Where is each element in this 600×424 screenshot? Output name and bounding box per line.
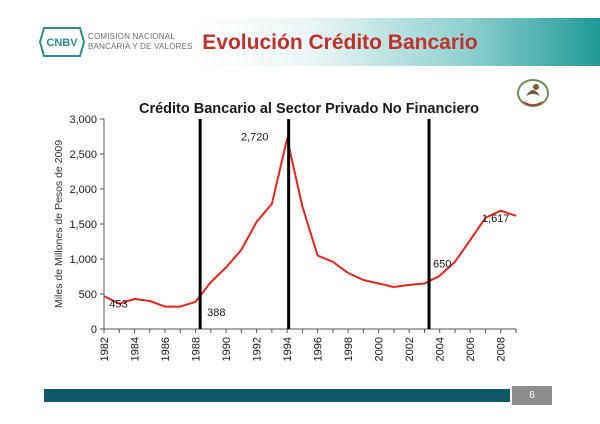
x-tick-label: 1992 [252, 337, 264, 361]
vertical-lines [198, 119, 431, 329]
x-ticks: 1982 1984 1986 1988 1990 1992 1994 1996 1998 2000… [99, 329, 517, 361]
y-ticks: 0 500 1,000 1,500 2,000 2,500 3,000 [69, 114, 104, 336]
x-tick-label: 2000 [374, 337, 386, 361]
y-axis-label: Miles de Millones de Pesos de 2009 [53, 140, 65, 308]
mexico-coat-of-arms-icon [517, 79, 549, 107]
x-tick-label: 1988 [191, 337, 203, 361]
x-tick-label: 1990 [221, 337, 233, 361]
y-tick-label: 3,000 [69, 114, 97, 126]
header-band [0, 18, 600, 66]
chart-axes [103, 119, 516, 330]
data-label: 388 [207, 307, 225, 319]
footer-band [44, 389, 510, 402]
cnbv-logo-icon: CNBV [38, 27, 86, 57]
logo-text: COMISION NACIONAL BANCARIA Y DE VALORES [88, 32, 193, 52]
logo-line1: COMISION NACIONAL [88, 32, 175, 41]
x-tick-label: 2006 [465, 337, 477, 361]
x-tick-label: 1986 [160, 337, 172, 361]
y-tick-label: 1,500 [69, 219, 97, 231]
x-tick-label: 2004 [435, 337, 447, 361]
series-layer [103, 137, 517, 308]
page-number: 6 [512, 386, 552, 405]
data-labels: 453 388 2,720 650 1,617 [109, 132, 509, 319]
y-tick-label: 1,000 [69, 254, 97, 266]
x-tick-label: 1984 [130, 337, 142, 361]
chart-title: Crédito Bancario al Sector Privado No Fi… [139, 101, 479, 117]
logo-line2: BANCARIA Y DE VALORES [88, 42, 193, 51]
data-label: 2,720 [241, 132, 269, 144]
data-label: 453 [109, 298, 127, 310]
y-tick-label: 500 [79, 289, 97, 301]
x-tick-label: 1982 [99, 337, 111, 361]
data-label: 650 [433, 259, 451, 271]
x-tick-label: 1996 [313, 337, 325, 361]
logo-initials: CNBV [46, 37, 78, 49]
series-line [103, 137, 517, 308]
slide-title: Evolución Crédito Bancario [202, 31, 478, 54]
x-tick-label: 2008 [496, 337, 508, 361]
y-tick-label: 2,000 [69, 184, 97, 196]
cnbv-logo: CNBV COMISION NACIONAL BANCARIA Y DE VAL… [38, 26, 208, 60]
data-label: 1,617 [482, 213, 510, 225]
y-tick-label: 2,500 [69, 149, 97, 161]
y-tick-label: 0 [91, 324, 97, 336]
x-tick-label: 1998 [343, 337, 355, 361]
x-tick-label: 1994 [282, 337, 294, 361]
x-tick-label: 2002 [404, 337, 416, 361]
